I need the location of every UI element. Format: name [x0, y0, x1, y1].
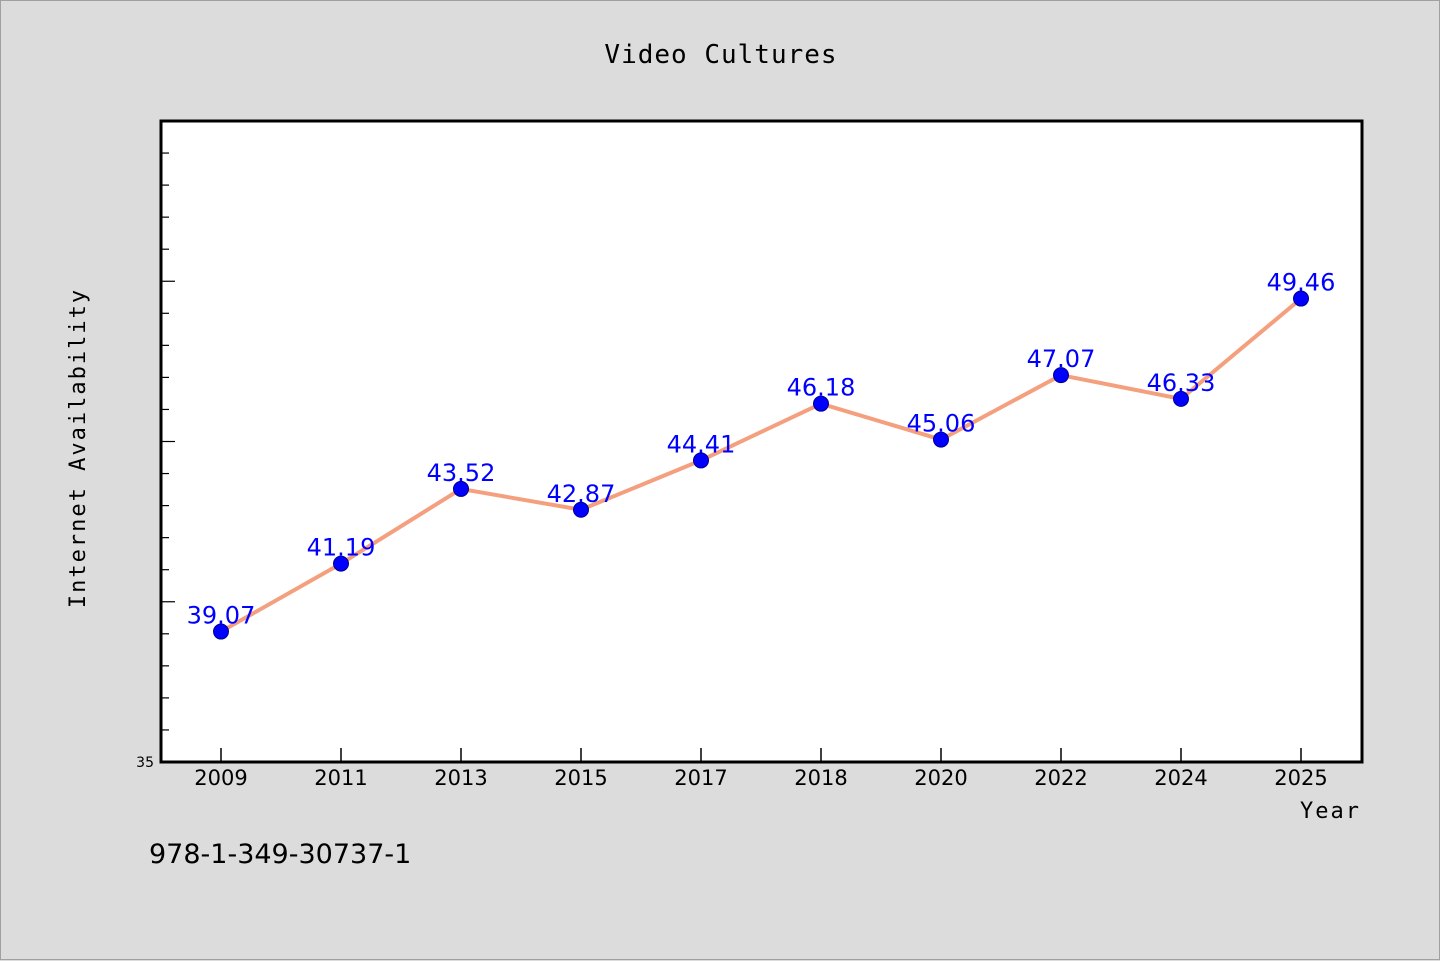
chart-title: Video Cultures	[604, 40, 837, 70]
isbn-text: 978-1-349-30737-1	[149, 839, 411, 870]
data-point	[1293, 290, 1309, 307]
x-tick-label: 2020	[914, 766, 967, 790]
data-point	[813, 395, 829, 412]
x-tick-label: 2009	[194, 766, 247, 790]
data-label: 41.19	[307, 534, 376, 562]
data-point	[333, 555, 349, 572]
data-point	[573, 501, 589, 518]
x-tick-label: 2015	[554, 766, 607, 790]
y-tick-label: 35	[136, 755, 154, 771]
data-point	[1053, 367, 1069, 384]
series-line	[220, 297, 1303, 634]
x-tick-label: 2013	[434, 766, 487, 790]
data-label: 45.06	[907, 410, 976, 438]
y-axis-label: Internet Availability	[66, 288, 91, 608]
data-label: 46.33	[1147, 369, 1216, 397]
x-tick-label: 2025	[1274, 766, 1327, 790]
x-tick-label: 2011	[314, 766, 367, 790]
x-tick-label: 2018	[794, 766, 847, 790]
x-axis-label: Year	[1300, 799, 1361, 824]
x-tick-label: 2022	[1034, 766, 1087, 790]
data-label: 39.07	[187, 602, 256, 630]
data-point	[693, 452, 709, 469]
data-point	[213, 623, 229, 640]
data-point	[933, 431, 949, 448]
data-label: 47.07	[1027, 345, 1096, 373]
data-label: 42.87	[547, 480, 616, 508]
data-point	[1173, 390, 1189, 407]
x-tick-label: 2024	[1154, 766, 1207, 790]
series-markers	[213, 290, 1309, 640]
x-tick-labels: 2009 2011 2013 2015 2017 2018 2020 2022 2024 2025	[194, 766, 1327, 790]
data-label: 43.52	[427, 459, 496, 487]
x-axis-ticks	[220, 748, 1302, 762]
data-label: 49.46	[1267, 269, 1336, 297]
data-label: 44.41	[667, 430, 736, 458]
data-labels: 39.07 41.19 43.52 42.87 44.41 46.18 45.06 47.07…	[187, 269, 1336, 630]
x-tick-label: 2017	[674, 766, 727, 790]
y-axis-ticks	[161, 152, 175, 731]
data-label: 46.18	[787, 374, 856, 402]
data-point	[453, 480, 469, 497]
plot-area	[159, 119, 1364, 764]
